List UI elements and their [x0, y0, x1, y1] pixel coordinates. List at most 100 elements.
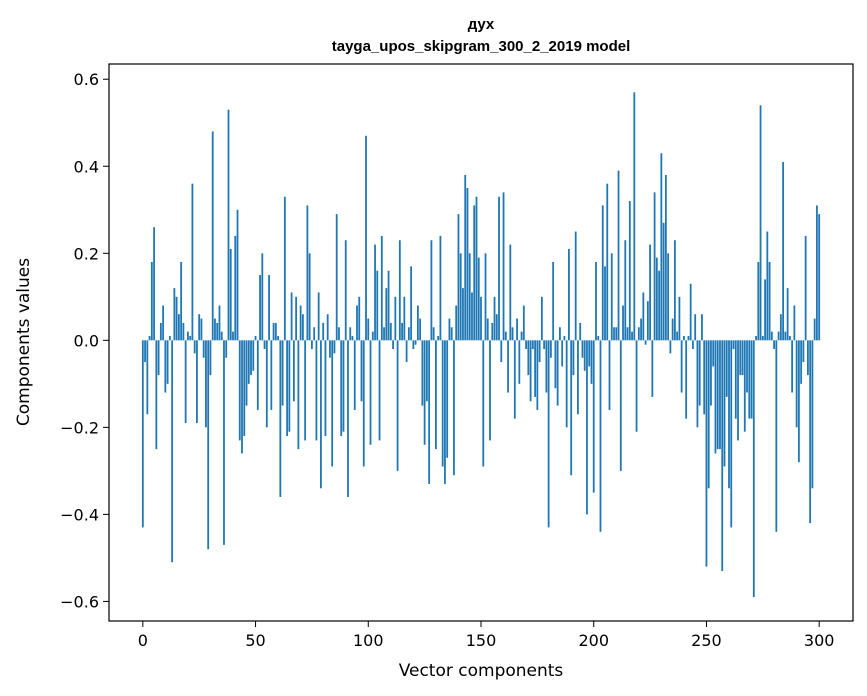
bar-15 [175, 296, 178, 341]
bar-94 [353, 340, 356, 410]
bar-104 [376, 270, 379, 341]
bar-209 [613, 327, 615, 341]
bar-56 [268, 275, 270, 341]
bar-168 [520, 331, 523, 341]
bar-250 [705, 340, 708, 567]
bar-68 [295, 296, 298, 341]
bar-267 [743, 340, 746, 432]
bar-109 [387, 270, 390, 341]
bar-239 [680, 340, 683, 393]
bar-264 [737, 340, 739, 441]
bar-204 [601, 205, 604, 341]
bar-282 [777, 331, 780, 341]
bar-184 [556, 340, 559, 406]
bar-174 [534, 340, 537, 397]
bar-182 [552, 262, 555, 341]
bar-261 [730, 340, 733, 528]
bar-66 [290, 292, 293, 341]
bar-287 [788, 335, 791, 341]
bar-283 [779, 314, 782, 341]
bar-135 [446, 340, 449, 458]
bar-6 [155, 340, 158, 450]
bar-2 [146, 340, 149, 415]
bar-202 [597, 335, 600, 341]
bar-244 [692, 340, 694, 350]
bar-series [141, 92, 821, 598]
bar-278 [768, 262, 771, 341]
bar-222 [642, 292, 645, 341]
bar-258 [723, 340, 726, 467]
bar-155 [491, 322, 494, 341]
bar-263 [734, 340, 737, 419]
bar-34 [218, 305, 221, 341]
bar-259 [725, 340, 728, 397]
bar-24 [196, 340, 198, 423]
bar-124 [421, 340, 424, 406]
bar-25 [198, 314, 201, 341]
bar-169 [522, 305, 525, 341]
bar-186 [561, 340, 564, 367]
y-tick-label: −0.4 [60, 505, 99, 524]
x-tick-label: 100 [353, 631, 384, 650]
bar-121 [414, 340, 417, 345]
bar-71 [301, 314, 304, 341]
bar-144 [466, 188, 469, 341]
bar-145 [468, 253, 471, 341]
bar-276 [764, 279, 766, 341]
bar-67 [292, 340, 295, 402]
x-axis-ticks: 0 50 100 150 200 250 300 [138, 621, 834, 650]
bar-252 [710, 340, 712, 406]
bar-300 [818, 214, 821, 341]
x-tick-label: 150 [466, 631, 497, 650]
bar-251 [707, 340, 710, 489]
y-tick-label: 0.4 [74, 157, 99, 176]
bar-178 [543, 340, 546, 350]
bar-123 [419, 318, 422, 341]
bar-185 [559, 327, 561, 341]
plot-area-frame [108, 63, 854, 622]
bar-161 [504, 331, 507, 341]
bar-17 [180, 262, 183, 341]
bar-205 [604, 266, 606, 341]
bar-28 [205, 340, 207, 428]
bar-7 [157, 340, 160, 376]
bar-140 [457, 214, 460, 341]
bar-63 [283, 196, 286, 341]
bar-249 [703, 340, 706, 415]
bar-8 [159, 322, 162, 341]
bar-125 [423, 340, 426, 445]
bar-230 [660, 153, 663, 341]
bar-119 [410, 266, 413, 341]
bar-141 [459, 253, 462, 341]
bar-11 [166, 340, 169, 384]
bar-110 [389, 322, 392, 341]
bar-49 [252, 340, 255, 371]
bar-130 [435, 340, 437, 450]
bar-19 [184, 340, 187, 423]
bar-46 [245, 340, 248, 406]
bar-266 [741, 340, 744, 376]
bar-153 [486, 318, 489, 341]
bar-18 [182, 322, 185, 341]
bar-195 [581, 340, 584, 358]
bar-128 [430, 240, 433, 341]
bar-176 [538, 340, 541, 363]
bar-272 [755, 335, 757, 341]
bar-297 [811, 340, 814, 489]
bar-116 [403, 296, 406, 341]
bar-4 [150, 262, 153, 341]
bar-131 [437, 335, 440, 341]
bar-36 [223, 340, 225, 545]
bar-77 [315, 340, 318, 441]
bar-158 [498, 196, 500, 341]
bar-152 [484, 253, 487, 341]
bar-270 [750, 340, 753, 419]
bar-233 [667, 253, 670, 341]
y-tick-label: 0.6 [74, 70, 99, 89]
bar-173 [531, 340, 534, 350]
bar-228 [655, 257, 658, 341]
bar-170 [525, 340, 527, 350]
bar-102 [371, 331, 374, 341]
bar-160 [502, 192, 505, 341]
bar-134 [444, 340, 446, 484]
